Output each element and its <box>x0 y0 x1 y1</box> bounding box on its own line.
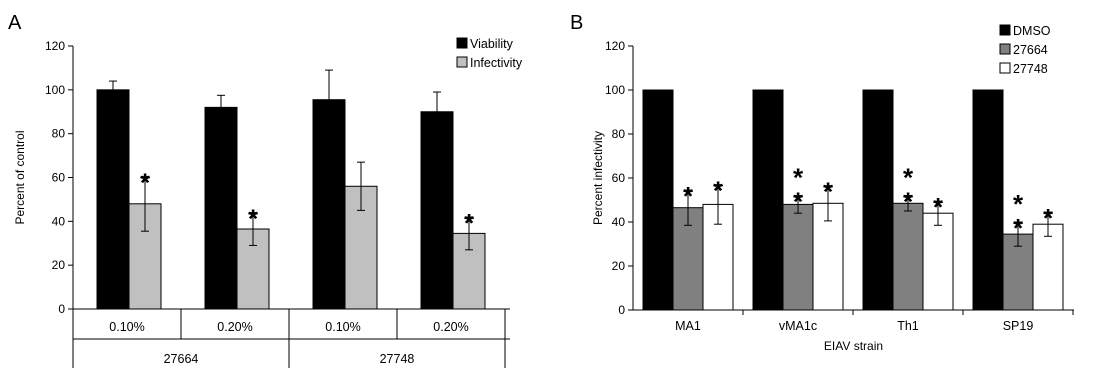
x-category-label: 0.10% <box>109 320 144 334</box>
bar-dmso <box>752 89 784 311</box>
significance-asterisk: * <box>683 181 694 211</box>
y-tick-label: 40 <box>52 214 66 228</box>
y-tick-label: 60 <box>612 171 626 185</box>
bar-27664 <box>1002 233 1034 311</box>
legend-label: DMSO <box>1013 24 1051 38</box>
y-tick-label: 20 <box>612 259 626 273</box>
bar-27664 <box>782 203 814 311</box>
y-axis-title: Percent of control <box>13 130 27 224</box>
y-tick-label: 100 <box>605 83 625 97</box>
x-category-label: 0.10% <box>325 320 360 334</box>
significance-asterisk: * <box>1013 213 1024 243</box>
bar-viability <box>204 106 238 310</box>
legend-swatch <box>456 56 468 68</box>
x-category-label: vMA1c <box>779 319 817 333</box>
y-axis-title: Percent infectivity <box>591 131 605 225</box>
y-tick-label: 120 <box>45 39 65 53</box>
x-category-label: 0.20% <box>217 320 252 334</box>
significance-asterisk: * <box>713 176 724 206</box>
significance-asterisk: * <box>248 204 259 234</box>
y-tick-label: 0 <box>618 303 625 317</box>
significance-asterisk: * <box>464 208 475 238</box>
bar-viability <box>420 111 454 310</box>
bar-dmso <box>862 89 894 311</box>
significance-asterisk: * <box>140 167 151 197</box>
x-category-label: MA1 <box>675 319 701 333</box>
legend-swatch <box>999 43 1011 55</box>
significance-asterisk: * <box>793 187 804 217</box>
significance-asterisk: * <box>903 187 914 217</box>
significance-asterisk: * <box>823 177 834 207</box>
bar-dmso <box>642 89 674 311</box>
y-tick-label: 20 <box>52 258 66 272</box>
y-tick-label: 0 <box>58 302 65 316</box>
y-tick-label: 80 <box>52 127 66 141</box>
significance-asterisk: * <box>933 192 944 222</box>
bar-viability <box>96 89 130 310</box>
y-tick-label: 80 <box>612 127 626 141</box>
x-category-label: 0.20% <box>433 320 468 334</box>
legend-label: 27664 <box>1013 43 1048 57</box>
bar-27748 <box>1032 223 1064 311</box>
bar-dmso <box>972 89 1004 311</box>
x-axis-title: EIAV strain <box>824 339 883 353</box>
significance-asterisk: * <box>793 163 804 193</box>
x-group-label: 27664 <box>164 352 199 366</box>
legend-label: Viability <box>470 37 514 51</box>
y-tick-label: 60 <box>52 171 66 185</box>
x-category-label: SP19 <box>1003 319 1034 333</box>
significance-asterisk: * <box>1013 189 1024 219</box>
legend-swatch <box>999 24 1011 36</box>
bar-27748 <box>922 212 954 311</box>
panel-label: A <box>8 12 22 34</box>
significance-asterisk: * <box>1043 203 1054 233</box>
y-tick-label: 40 <box>612 215 626 229</box>
legend-label: 27748 <box>1013 62 1048 76</box>
panel-label: B <box>570 12 583 34</box>
bar-27664 <box>892 202 924 311</box>
legend-label: Infectivity <box>470 56 523 70</box>
y-tick-label: 120 <box>605 39 625 53</box>
x-group-label: 27748 <box>380 352 415 366</box>
y-tick-label: 100 <box>45 83 65 97</box>
x-category-label: Th1 <box>897 319 919 333</box>
bar-viability <box>312 99 346 310</box>
significance-asterisk: * <box>903 163 914 193</box>
legend-swatch <box>456 37 468 49</box>
legend-swatch <box>999 62 1011 74</box>
